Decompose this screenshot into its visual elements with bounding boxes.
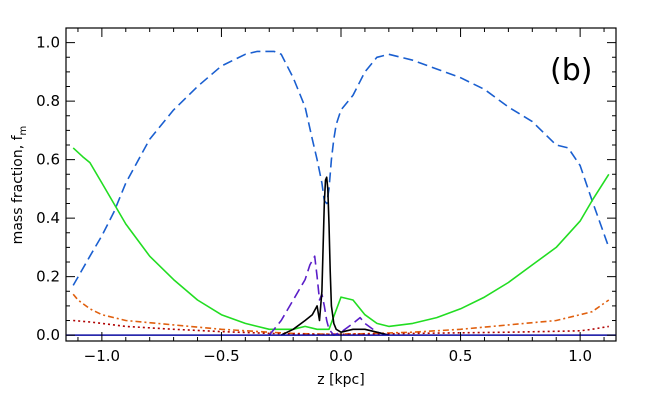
y-axis-label-sub: m [18, 126, 29, 136]
y-tick-label: 0.6 [36, 151, 60, 169]
y-tick-label: 0.2 [36, 268, 60, 286]
y-axis-label: mass fraction, fm [10, 126, 29, 245]
y-tick-label: 0.4 [36, 209, 60, 227]
x-axis-label: z [kpc] [317, 372, 364, 388]
series-line-total-dense [280, 176, 389, 336]
x-tick-label: −1.0 [84, 347, 120, 365]
series-line-cool-gas [72, 293, 610, 335]
panel-label: (b) [550, 53, 592, 88]
series-line-warm-gas [72, 147, 610, 331]
series-line-molecular-gas [268, 255, 389, 336]
series-line-cold-gas [73, 319, 609, 336]
x-tick-label: 1.0 [568, 347, 592, 365]
tick-layer: −1.0 −0.5 0.0 0.5 1.0 0.0 0.2 0.4 0.6 0.8 1.0 [36, 28, 616, 365]
x-tick-label: 0.0 [329, 347, 353, 365]
y-axis-label-main: mass fraction, f [10, 134, 26, 244]
x-tick-label: −0.5 [203, 347, 239, 365]
y-tick-label: 0.0 [36, 326, 60, 344]
series-line-hot-gas [72, 50, 610, 286]
y-tick-label: 1.0 [36, 34, 60, 52]
x-tick-label: 0.5 [449, 347, 473, 365]
series-layer [66, 50, 616, 336]
plot-frame [65, 27, 617, 342]
y-tick-label: 0.8 [36, 92, 60, 110]
